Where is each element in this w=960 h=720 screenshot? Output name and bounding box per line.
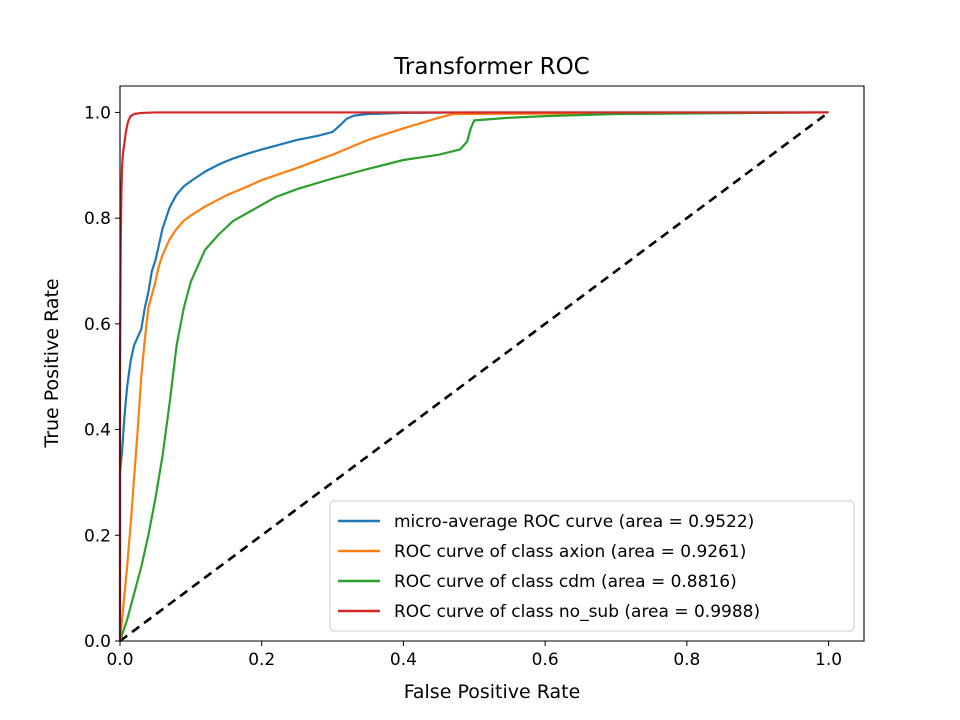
roc-series-line-1 [118, 111, 829, 642]
x-axis-label: False Positive Rate [404, 681, 581, 703]
x-tick-label: 0.8 [673, 650, 700, 670]
y-tick-label: 1.0 [84, 103, 111, 123]
y-tick-label: 0.2 [84, 526, 111, 546]
legend-label-2: ROC curve of class cdm (area = 0.8816) [394, 572, 737, 592]
x-ticks: 0.0 0.2 0.4 0.6 0.8 1.0 [106, 641, 842, 670]
legend-box [329, 500, 855, 632]
roc-series-line-0 [118, 111, 829, 641]
chart-title: Transformer ROC [393, 54, 589, 80]
y-ticks: 0.0 0.2 0.4 0.6 0.8 1.0 [84, 103, 120, 652]
x-tick-label: 0.0 [106, 650, 133, 670]
x-tick-label: 0.4 [390, 650, 417, 670]
roc-series-line-3 [118, 111, 829, 641]
legend-label-1: ROC curve of class axion (area = 0.9261) [394, 542, 746, 562]
legend-label-0: micro-average ROC curve (area = 0.9522) [394, 512, 754, 532]
axes-frame [119, 85, 865, 642]
x-tick-label: 0.6 [532, 650, 559, 670]
roc-series-line-2 [118, 111, 829, 642]
chance-diagonal-line [119, 111, 830, 643]
y-tick-label: 0.6 [84, 315, 111, 335]
y-tick-label: 0.4 [84, 421, 111, 441]
y-tick-label: 0.0 [84, 632, 111, 652]
legend: micro-average ROC curve (area = 0.9522) R… [329, 500, 855, 632]
y-axis-label: True Positive Rate [41, 278, 63, 448]
x-tick-label: 0.2 [248, 650, 275, 670]
y-tick-label: 0.8 [84, 209, 111, 229]
series-layer [118, 111, 830, 643]
x-tick-label: 1.0 [815, 650, 842, 670]
legend-label-3: ROC curve of class no_sub (area = 0.9988… [394, 602, 760, 622]
